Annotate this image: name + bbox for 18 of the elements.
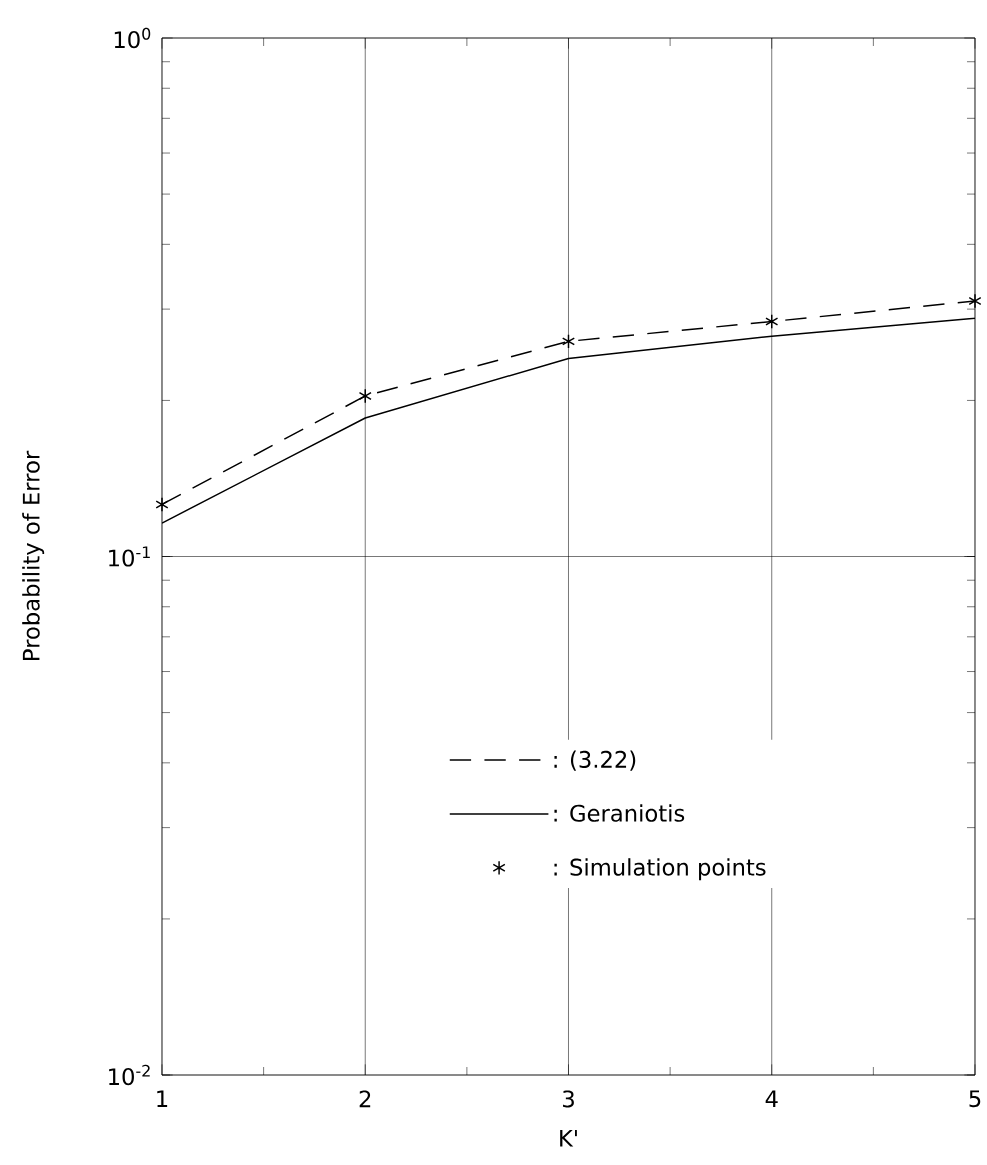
point: [155, 497, 169, 512]
legend-label: : Simulation points: [554, 858, 766, 881]
x-tick-label: 3: [563, 1090, 574, 1108]
x-tick-label: 2: [359, 1090, 371, 1108]
y-tick-label: 10$^{-2}$: [109, 1064, 150, 1086]
x-tick-label: 1: [157, 1090, 168, 1107]
x-axis-title: K': [560, 1130, 577, 1147]
point: [358, 388, 372, 404]
legend-label: : (3.22): [554, 750, 636, 771]
legend-label: : Geraniotis: [554, 804, 685, 822]
point: [561, 333, 576, 349]
x-tick-label: 5: [969, 1090, 981, 1108]
point: [968, 293, 982, 309]
y-axis-title: Probability of Error: [22, 450, 45, 660]
y-tick-label: 10$^{0}$: [114, 27, 151, 49]
x-tick-label: 4: [765, 1090, 778, 1107]
point: [765, 314, 779, 329]
y-tick-label: 10$^{-1}$: [109, 546, 150, 567]
